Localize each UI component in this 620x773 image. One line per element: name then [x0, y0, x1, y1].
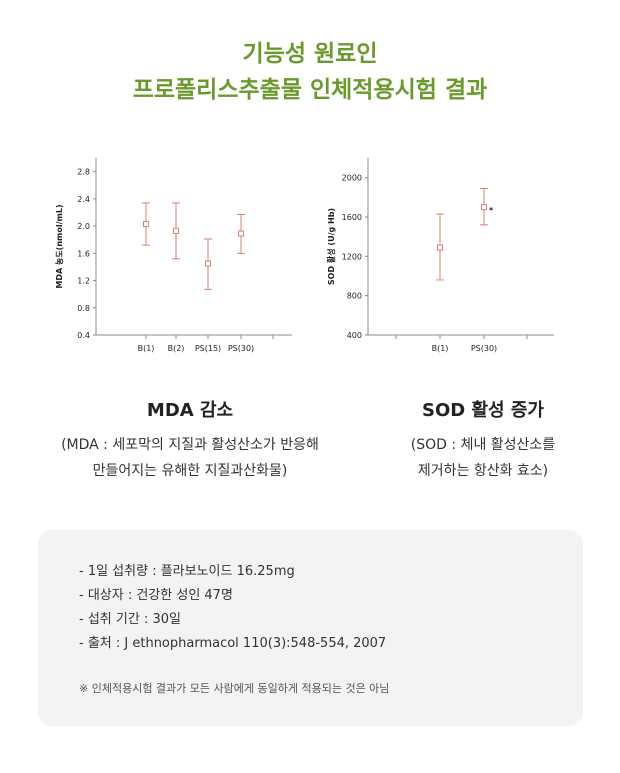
y-tick-label: 2.0 — [77, 222, 90, 231]
y-tick-label: 0.8 — [77, 304, 90, 313]
y-tick-label: 2000 — [342, 174, 362, 183]
mda-caption-line2: 만들어지는 유해한 지질과산화물) — [92, 463, 288, 479]
page-title-line1: 기능성 원료인 — [242, 41, 378, 67]
data-point-marker — [437, 244, 443, 251]
y-tick-label: 800 — [347, 292, 362, 301]
y-tick-label: 1600 — [342, 213, 362, 222]
x-tick-label: B(1) — [138, 344, 155, 353]
info-item-subjects: - 대상자 : 건강한 성인 47명 — [79, 588, 233, 603]
data-point-marker — [481, 204, 487, 211]
sod-caption-title: SOD 활성 증가 — [422, 400, 544, 421]
sod-caption-line1: (SOD : 체내 활성산소를 — [410, 437, 556, 453]
page-title-line2: 프로폴리스추출물 인체적용시험 결과 — [132, 77, 488, 103]
study-info-list: - 1일 섭취량 : 플라보노이드 16.25mg - 대상자 : 건강한 성인… — [79, 560, 386, 656]
x-tick-label: PS(15) — [195, 344, 221, 353]
data-point-marker — [205, 260, 211, 267]
mda-caption-title: MDA 감소 — [146, 400, 234, 421]
y-tick-label: 400 — [347, 331, 362, 340]
y-axis-label: SOD 활성 (U/g Hb) — [326, 208, 336, 285]
mda-caption-line1: (MDA : 세포막의 지질과 활성산소가 반응해 — [61, 437, 319, 453]
mda-caption-desc: (MDA : 세포막의 지질과 활성산소가 반응해 만들어지는 유해한 지질과산… — [20, 432, 360, 484]
y-tick-label: 0.4 — [77, 331, 90, 340]
disclaimer-note: ※ 인체적용시험 결과가 모든 사람에게 동일하게 적용되는 것은 아님 — [79, 682, 390, 695]
y-tick-label: 1.2 — [77, 277, 90, 286]
info-item-dose: - 1일 섭취량 : 플라보노이드 16.25mg — [79, 564, 295, 579]
info-item-period: - 섭취 기간 : 30일 — [79, 612, 181, 627]
study-info-box: - 1일 섭취량 : 플라보노이드 16.25mg - 대상자 : 건강한 성인… — [38, 530, 583, 726]
mda-chart: 0.4 0.8 1.2 1.6 2.0 2.4 2.8 MDA 농도(nmol/mL) B(1)… — [54, 158, 292, 353]
y-tick-label: 1.6 — [77, 249, 90, 258]
x-tick-label: PS(30) — [228, 344, 254, 353]
data-point-marker — [143, 221, 149, 228]
info-item-source: - 출처 : J ethnopharmacol 110(3):548-554, … — [79, 636, 387, 651]
y-tick-label: 2.4 — [77, 195, 90, 204]
significance-annotation: * — [489, 206, 494, 215]
x-tick-label: B(2) — [168, 344, 185, 353]
x-tick-label: PS(30) — [471, 344, 497, 353]
sod-chart: 400 800 1200 1600 2000 SOD 활성 (U/g Hb) B(1) PS(… — [326, 158, 554, 353]
y-tick-label: 1200 — [342, 252, 362, 261]
data-point-marker — [238, 230, 244, 237]
y-axis-label: MDA 농도(nmol/mL) — [54, 204, 64, 288]
y-tick-label: 2.8 — [77, 168, 90, 177]
sod-caption-desc: (SOD : 체내 활성산소를 제거하는 항산화 효소) — [363, 432, 603, 484]
data-point-marker — [173, 227, 179, 234]
x-tick-label: B(1) — [432, 344, 449, 353]
sod-caption-line2: 제거하는 항산화 효소) — [417, 463, 549, 479]
